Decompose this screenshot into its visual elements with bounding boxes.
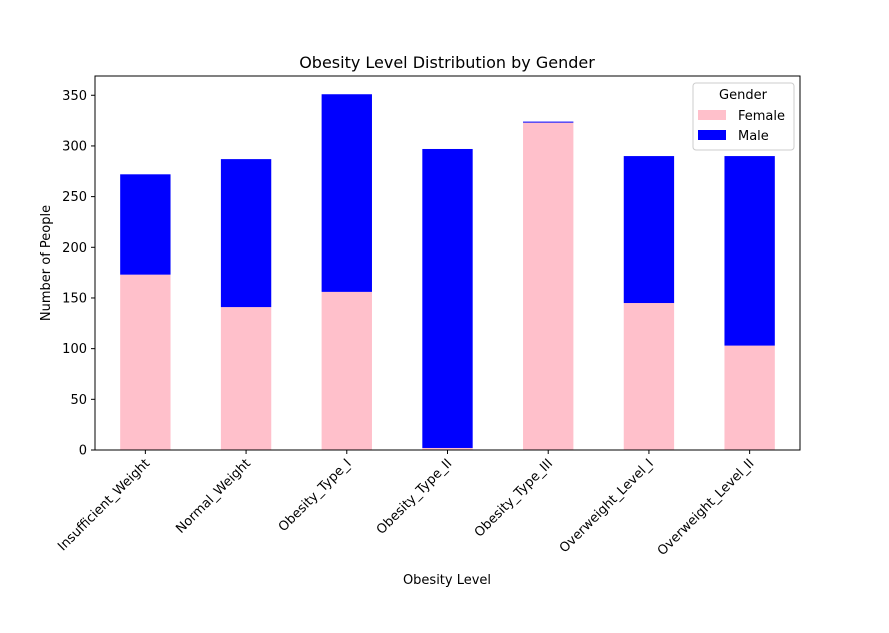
x-tick-label-obesity-type-iii: Obesity_Type_III bbox=[472, 456, 556, 540]
y-tick-label-150: 150 bbox=[62, 291, 87, 306]
x-tick-label-overweight-level-i: Overweight_Level_I bbox=[557, 456, 657, 556]
y-tick-label-300: 300 bbox=[62, 139, 87, 154]
y-tick-label-100: 100 bbox=[62, 342, 87, 357]
bar-male-normal-weight bbox=[220, 159, 272, 308]
bar-female-obesity-type-iii bbox=[523, 122, 574, 451]
x-tick-label-overweight-level-ii: Overweight_Level_II bbox=[655, 456, 758, 559]
x-tick-label-obesity-type-i: Obesity_Type_I bbox=[276, 456, 355, 535]
x-tick-label-insufficient-weight: Insufficient_Weight bbox=[55, 456, 153, 554]
legend-label-female: Female bbox=[738, 109, 785, 124]
x-axis-title: Obesity Level bbox=[403, 573, 491, 588]
chart-title: Obesity Level Distribution by Gender bbox=[299, 53, 595, 72]
legend-label-male: Male bbox=[738, 129, 769, 144]
legend-title: Gender bbox=[719, 88, 768, 103]
bar-female-insufficient-weight bbox=[120, 274, 171, 450]
y-tick-label-50: 50 bbox=[70, 393, 87, 408]
bar-male-obesity-type-ii bbox=[422, 148, 473, 448]
y-tick-label-350: 350 bbox=[62, 89, 87, 104]
x-axis: Insufficient_Weight Normal_Weight Obesity_… bbox=[55, 450, 757, 559]
bar-female-obesity-type-ii bbox=[422, 447, 473, 450]
bar-male-overweight-level-i bbox=[623, 156, 675, 304]
x-tick-label-obesity-type-ii: Obesity_Type_II bbox=[374, 456, 455, 537]
bars-layer bbox=[120, 94, 775, 451]
bar-female-obesity-type-i bbox=[321, 291, 372, 450]
y-tick-label-250: 250 bbox=[62, 190, 87, 205]
legend: Gender Female Male bbox=[692, 82, 795, 151]
bar-male-insufficient-weight bbox=[120, 174, 171, 275]
y-tick-label-0: 0 bbox=[79, 444, 87, 459]
bar-male-obesity-type-i bbox=[321, 94, 372, 292]
bar-male-overweight-level-ii bbox=[724, 156, 775, 346]
y-axis-title: Number of People bbox=[39, 205, 54, 321]
legend-swatch-female bbox=[698, 110, 726, 120]
bar-female-overweight-level-ii bbox=[724, 345, 775, 450]
x-tick-label-normal-weight: Normal_Weight bbox=[173, 456, 253, 536]
bar-female-normal-weight bbox=[220, 307, 272, 450]
bar-female-overweight-level-i bbox=[623, 303, 675, 450]
y-tick-label-200: 200 bbox=[62, 241, 87, 256]
bar-male-obesity-type-iii bbox=[523, 121, 574, 123]
legend-swatch-male bbox=[698, 130, 726, 140]
y-axis: 0 50 100 150 200 250 300 350 bbox=[62, 89, 95, 459]
